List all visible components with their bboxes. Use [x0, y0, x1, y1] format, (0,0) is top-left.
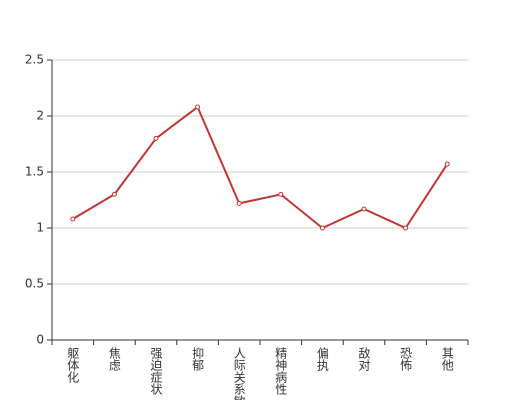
point [195, 104, 201, 110]
y-tick-label: 0 [36, 333, 44, 347]
point [70, 216, 76, 222]
x-tick-label: 躯体化 [66, 346, 80, 384]
x-tick-label: 强迫症状 [149, 347, 163, 395]
point [403, 225, 409, 231]
y-tick-label: 1.5 [25, 165, 44, 179]
y-tick-label: 2.5 [25, 53, 44, 67]
point [319, 225, 325, 231]
x-tick-label: 恐怖 [399, 347, 413, 371]
y-tick-label: 2 [36, 109, 44, 123]
point [111, 191, 117, 197]
point [236, 200, 242, 206]
x-tick-label: 偏执 [315, 346, 329, 372]
y-tick-label: 0.5 [25, 277, 44, 291]
point [361, 206, 367, 212]
x-tick-label: 敌对 [357, 346, 371, 371]
x-tick-label: 其他 [440, 347, 454, 371]
point [444, 161, 450, 167]
x-tick-label: 人际关系敏感 [232, 347, 246, 400]
x-tick-label: 焦虑 [107, 347, 121, 371]
x-tick-label: 精神病性 [274, 347, 288, 396]
y-tick-label: 1 [36, 221, 44, 235]
line [72, 105, 449, 230]
x-tick-label: 抑郁 [191, 346, 205, 372]
point [153, 135, 159, 141]
point [278, 191, 284, 197]
